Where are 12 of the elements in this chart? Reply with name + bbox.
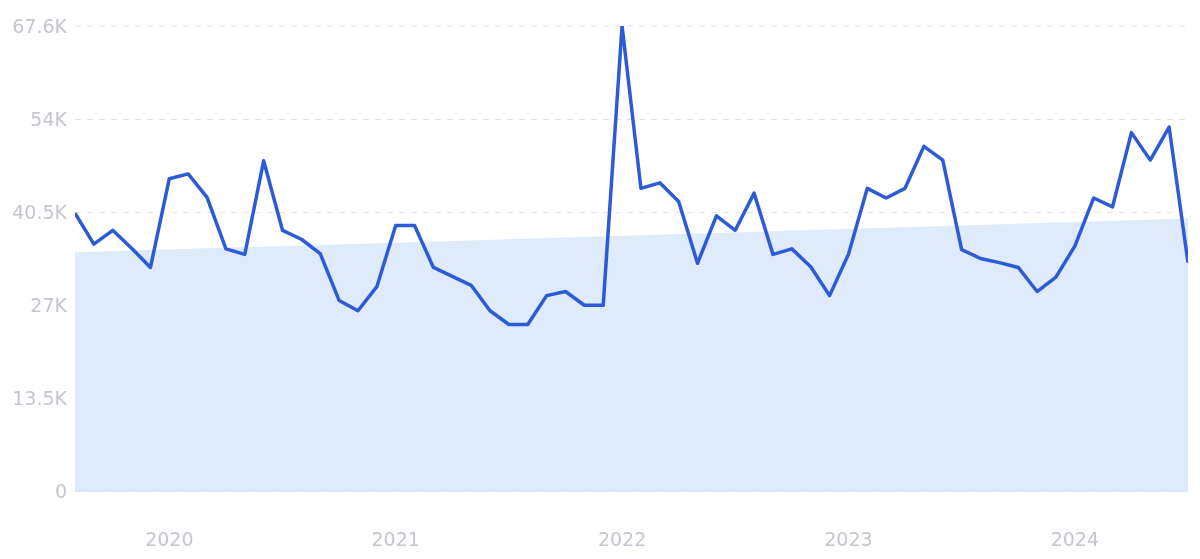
y-tick-label: 54K	[30, 108, 68, 131]
y-tick-label: 67.6K	[12, 14, 68, 37]
line-series	[75, 26, 1188, 327]
y-tick-label: 40.5K	[12, 201, 68, 224]
x-tick-label: 2021	[371, 528, 420, 551]
y-tick-label: 13.5K	[12, 386, 68, 409]
x-tick-label: 2024	[1050, 528, 1099, 551]
y-tick-label: 27K	[30, 294, 68, 317]
x-tick-label: 2020	[145, 528, 194, 551]
x-tick-label: 2022	[597, 528, 647, 551]
y-tick-label: 0	[54, 479, 67, 502]
x-tick-label: 2023	[824, 528, 873, 551]
